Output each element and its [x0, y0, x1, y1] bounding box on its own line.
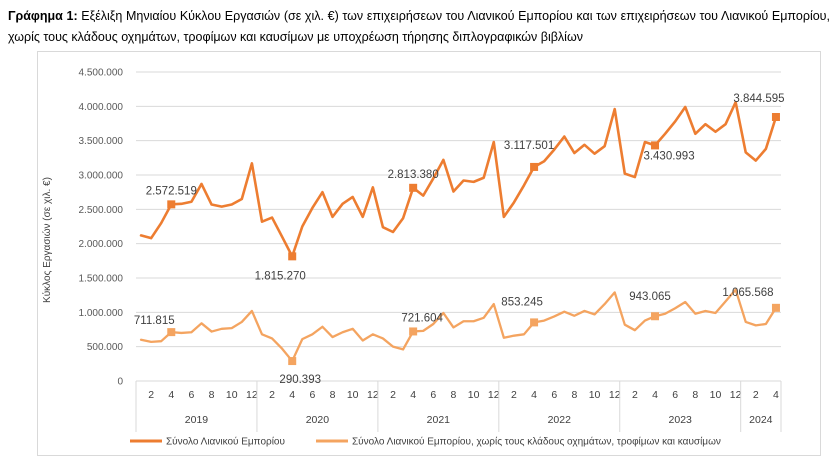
- legend: Σύνολο Λιανικού Εμπορίου Σύνολο Λιανικού …: [130, 436, 721, 448]
- data-label: 853.245: [501, 296, 543, 308]
- x-tick-label: 4: [410, 389, 416, 401]
- y-axis-label: Κύκλος Εργασιών (σε χιλ. €): [41, 177, 53, 303]
- x-tick-label: 12: [730, 389, 742, 401]
- legend-label-2: Σύνολο Λιανικού Εμπορίου, χωρίς τους κλά…: [352, 436, 721, 448]
- data-label: 290.393: [279, 374, 321, 386]
- x-tick-label: 12: [367, 389, 379, 401]
- grid-lines: [136, 71, 781, 382]
- x-tick-label: 8: [451, 389, 457, 401]
- data-marker: [409, 327, 418, 336]
- x-tick-label: 2: [148, 389, 154, 401]
- data-marker: [530, 162, 539, 171]
- x-tick-label: 10: [226, 389, 238, 401]
- x-year-label: 2024: [749, 414, 773, 426]
- data-label: 1.815.270: [255, 270, 306, 282]
- data-marker: [771, 303, 780, 312]
- legend-label-1: Σύνολο Λιανικού Εμπορίου: [166, 436, 285, 448]
- x-tick-label: 6: [430, 389, 436, 401]
- data-marker: [651, 312, 660, 321]
- caption-prefix: Γράφημα 1:: [8, 9, 78, 23]
- x-tick-label: 4: [289, 389, 295, 401]
- data-labels: 2.572.519 1.815.270 2.813.380 3.117.501 3.43…: [134, 93, 785, 386]
- x-tick-label: 12: [609, 389, 621, 401]
- x-tick-label: 10: [347, 389, 359, 401]
- x-tick-label: 8: [209, 389, 215, 401]
- x-tick-label: 8: [571, 389, 577, 401]
- x-tick-label: 8: [692, 389, 698, 401]
- x-tick-label: 4: [168, 389, 174, 401]
- chart-frame: [37, 51, 821, 456]
- series-line-2: [139, 288, 778, 363]
- x-tick-label: 2: [269, 389, 275, 401]
- x-tick-label: 2: [511, 389, 517, 401]
- data-marker: [167, 328, 176, 337]
- x-year-label: 2021: [427, 414, 451, 426]
- y-tick-labels: 0 500.000 1.000.000 1.500.000 2.000.000 2.500…: [79, 68, 124, 388]
- x-axis: 2 4 6 8 10 12 2 4 6 8 10 12 2 4 6 8 10 12 2 4 6 8 10 12 2 4 6 8 10 12…: [135, 380, 782, 432]
- chart-caption: Γράφημα 1: Εξέλιξη Μηνιαίου Κύκλου Εργασ…: [8, 6, 830, 48]
- data-label: 711.815: [134, 315, 175, 327]
- series-lines: [139, 100, 778, 363]
- x-tick-label: 4: [531, 389, 537, 401]
- caption-text: Εξέλιξη Μηνιαίου Κύκλου Εργασιών (σε χιλ…: [8, 9, 830, 44]
- x-tick-label: 12: [246, 389, 258, 401]
- x-tick-label: 2: [753, 389, 759, 401]
- x-tick-label: 6: [672, 389, 678, 401]
- y-tick-label: 4.500.000: [79, 68, 124, 79]
- data-label: 2.813.380: [388, 169, 439, 181]
- data-marker: [771, 113, 780, 122]
- y-tick-label: 2.000.000: [79, 239, 124, 250]
- x-tick-label: 4: [652, 389, 658, 401]
- data-label: 721.604: [401, 312, 443, 324]
- y-tick-label: 1.000.000: [79, 308, 124, 319]
- data-label: 943.065: [629, 291, 671, 303]
- y-tick-label: 0: [117, 377, 123, 388]
- x-tick-label: 10: [468, 389, 480, 401]
- x-year-label: 2022: [548, 414, 572, 426]
- y-tick-label: 500.000: [87, 342, 124, 353]
- x-year-label: 2023: [669, 414, 693, 426]
- x-tick-label: 8: [330, 389, 336, 401]
- x-tick-label: 6: [551, 389, 557, 401]
- data-marker: [288, 252, 297, 261]
- data-label: 1.065.568: [722, 287, 773, 299]
- data-label: 3.117.501: [504, 140, 554, 152]
- y-tick-label: 3.500.000: [79, 136, 124, 147]
- data-label: 3.844.595: [733, 93, 784, 105]
- data-marker: [409, 183, 418, 192]
- y-tick-label: 4.000.000: [79, 102, 124, 113]
- x-tick-label: 6: [309, 389, 315, 401]
- data-label: 3.430.993: [643, 150, 694, 162]
- x-tick-label: 4: [773, 389, 779, 401]
- x-tick-label: 12: [488, 389, 500, 401]
- y-tick-label: 1.500.000: [79, 274, 124, 285]
- data-marker: [288, 357, 297, 366]
- data-label: 2.572.519: [146, 185, 197, 197]
- x-tick-label: 2: [632, 389, 638, 401]
- series-line-1: [139, 100, 778, 258]
- data-marker: [167, 200, 176, 209]
- data-marker: [651, 141, 660, 150]
- data-markers: [167, 113, 780, 366]
- x-tick-label: 2: [390, 389, 396, 401]
- x-year-label: 2019: [185, 414, 209, 426]
- x-tick-label: 10: [710, 389, 722, 401]
- x-tick-label: 6: [189, 389, 195, 401]
- y-tick-label: 2.500.000: [79, 205, 124, 216]
- data-marker: [530, 318, 539, 327]
- x-tick-label: 10: [589, 389, 601, 401]
- x-year-label: 2020: [306, 414, 330, 426]
- y-tick-label: 3.000.000: [79, 171, 124, 182]
